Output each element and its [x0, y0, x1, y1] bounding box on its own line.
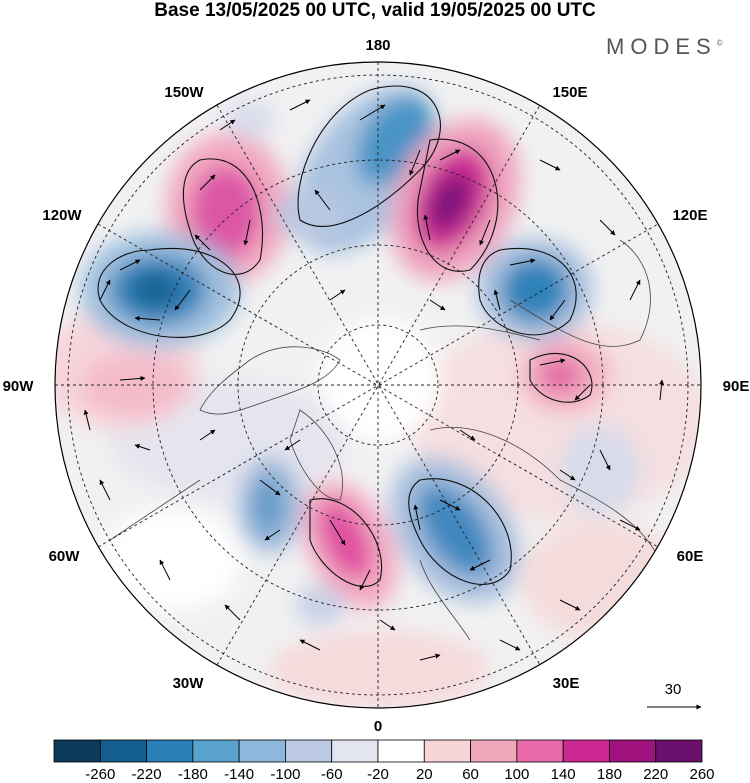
- lon-label-180: 180: [365, 37, 390, 54]
- map-disk: [55, 62, 701, 708]
- colorbar-swatch: [562, 739, 610, 763]
- lon-label-60e: 60E: [677, 548, 704, 565]
- map-title: Base 13/05/2025 00 UTC, valid 19/05/2025…: [154, 0, 596, 21]
- contour-lines: [97, 85, 593, 587]
- colorbar-label: 20: [416, 766, 433, 783]
- colorbar-swatch: [516, 739, 564, 763]
- lon-label-150w: 150W: [164, 84, 204, 101]
- colorbar: -260 -220 -180 -140 -100 -60 -20 20 60 100 140 180 2…: [53, 739, 715, 783]
- colorbar-swatch: [609, 739, 657, 763]
- reference-vector-label: 30: [665, 681, 682, 698]
- colorbar-swatch: [146, 739, 194, 763]
- colorbar-label: -180: [178, 766, 208, 783]
- colorbar-label: -60: [321, 766, 343, 783]
- anomaly-field: [55, 86, 701, 708]
- lon-label-120w: 120W: [42, 207, 82, 224]
- colorbar-swatch: [377, 739, 425, 763]
- brand-text: MODES: [606, 34, 717, 59]
- colorbar-label: 180: [597, 766, 622, 783]
- colorbar-swatch: [655, 739, 703, 763]
- lon-label-90w: 90W: [3, 378, 35, 395]
- colorbar-swatch: [285, 739, 333, 763]
- colorbar-swatch: [423, 739, 471, 763]
- modes-logo: MODES©: [606, 34, 723, 60]
- coastlines: [109, 239, 661, 641]
- colorbar-swatch: [238, 739, 286, 763]
- colorbar-label: -140: [224, 766, 254, 783]
- lon-label-150e: 150E: [552, 84, 587, 101]
- wind-vectors: [83, 99, 665, 661]
- lon-label-30w: 30W: [173, 675, 205, 692]
- colorbar-swatch: [53, 739, 101, 763]
- graticule: [55, 62, 701, 708]
- colorbar-swatch: [331, 739, 379, 763]
- lon-label-120e: 120E: [672, 207, 707, 224]
- map-border: [54, 61, 702, 709]
- colorbar-label: 100: [504, 766, 529, 783]
- colorbar-label: -20: [367, 766, 389, 783]
- colorbar-label: 140: [551, 766, 576, 783]
- lon-label-0: 0: [374, 718, 382, 735]
- colorbar-label: 260: [689, 766, 714, 783]
- lon-label-60w: 60W: [49, 548, 81, 565]
- colorbar-swatch: [99, 739, 147, 763]
- brand-mark: ©: [716, 38, 723, 48]
- colorbar-label: 220: [643, 766, 668, 783]
- colorbar-swatch: [192, 739, 240, 763]
- colorbar-label: -220: [132, 766, 162, 783]
- colorbar-label: -260: [85, 766, 115, 783]
- lon-label-90e: 90E: [723, 378, 750, 395]
- colorbar-label: -100: [270, 766, 300, 783]
- colorbar-swatch: [470, 739, 518, 763]
- colorbar-label: 60: [462, 766, 479, 783]
- lon-label-30e: 30E: [553, 675, 580, 692]
